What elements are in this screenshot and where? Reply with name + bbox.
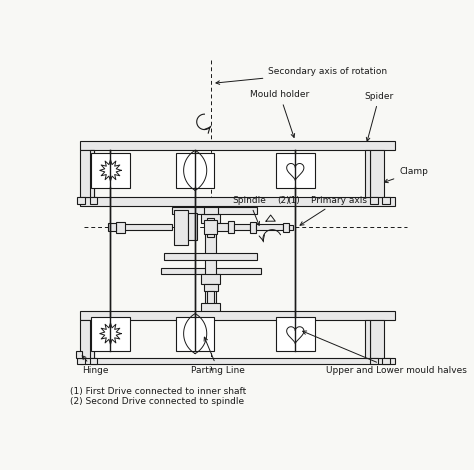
Bar xyxy=(122,224,172,230)
Bar xyxy=(172,206,257,214)
Bar xyxy=(370,358,378,364)
Bar xyxy=(77,196,85,204)
Bar xyxy=(276,317,315,351)
Bar xyxy=(161,268,261,274)
Bar xyxy=(370,320,384,358)
Bar xyxy=(91,153,130,188)
Text: Primary axis: Primary axis xyxy=(300,196,367,225)
Bar xyxy=(80,320,93,358)
Text: (1) First Drive connected to inner shaft: (1) First Drive connected to inner shaft xyxy=(70,387,246,396)
Bar xyxy=(370,150,384,196)
Text: Upper and Lower mould halves: Upper and Lower mould halves xyxy=(303,331,467,375)
Text: Secondary axis of rotation: Secondary axis of rotation xyxy=(216,67,387,85)
Bar xyxy=(176,153,214,188)
Bar xyxy=(289,225,293,230)
Bar xyxy=(77,358,85,364)
Text: (1): (1) xyxy=(287,196,300,205)
Bar xyxy=(207,218,214,236)
Bar xyxy=(217,224,228,231)
Bar xyxy=(383,196,390,204)
Bar xyxy=(90,358,97,364)
Bar xyxy=(188,213,198,240)
Text: Clamp: Clamp xyxy=(384,167,428,183)
Bar xyxy=(80,311,395,320)
Bar xyxy=(91,317,130,351)
Bar xyxy=(383,358,390,364)
Bar xyxy=(204,206,218,214)
Bar xyxy=(80,150,93,196)
Bar xyxy=(283,223,289,232)
Bar xyxy=(80,196,395,206)
Bar xyxy=(204,220,217,234)
Bar xyxy=(201,274,220,283)
Bar xyxy=(235,224,250,230)
Bar xyxy=(256,224,283,230)
Bar xyxy=(201,214,220,224)
Text: Spindle: Spindle xyxy=(232,196,266,225)
Bar xyxy=(250,222,256,233)
Bar xyxy=(228,221,235,234)
Bar xyxy=(76,351,82,358)
Bar xyxy=(91,320,93,358)
Bar xyxy=(201,303,220,312)
Bar xyxy=(164,253,257,260)
Bar xyxy=(176,317,214,351)
Bar xyxy=(90,196,97,204)
Bar xyxy=(204,283,218,291)
Bar xyxy=(108,224,116,231)
Bar xyxy=(80,358,395,364)
Bar xyxy=(365,150,370,196)
Bar xyxy=(91,150,93,196)
Bar xyxy=(174,211,188,245)
Text: Parting Line: Parting Line xyxy=(191,337,245,375)
Text: (2): (2) xyxy=(277,196,290,205)
Bar xyxy=(276,153,315,188)
Text: Spider: Spider xyxy=(365,92,394,141)
Bar xyxy=(365,320,370,358)
Bar xyxy=(370,196,378,204)
Bar xyxy=(207,291,214,314)
Bar xyxy=(205,206,216,306)
Bar xyxy=(116,222,125,233)
Text: Hinge: Hinge xyxy=(82,356,109,375)
Text: (2) Second Drive connected to spindle: (2) Second Drive connected to spindle xyxy=(70,397,244,406)
Text: Mould holder: Mould holder xyxy=(250,90,310,137)
Bar xyxy=(80,141,395,150)
